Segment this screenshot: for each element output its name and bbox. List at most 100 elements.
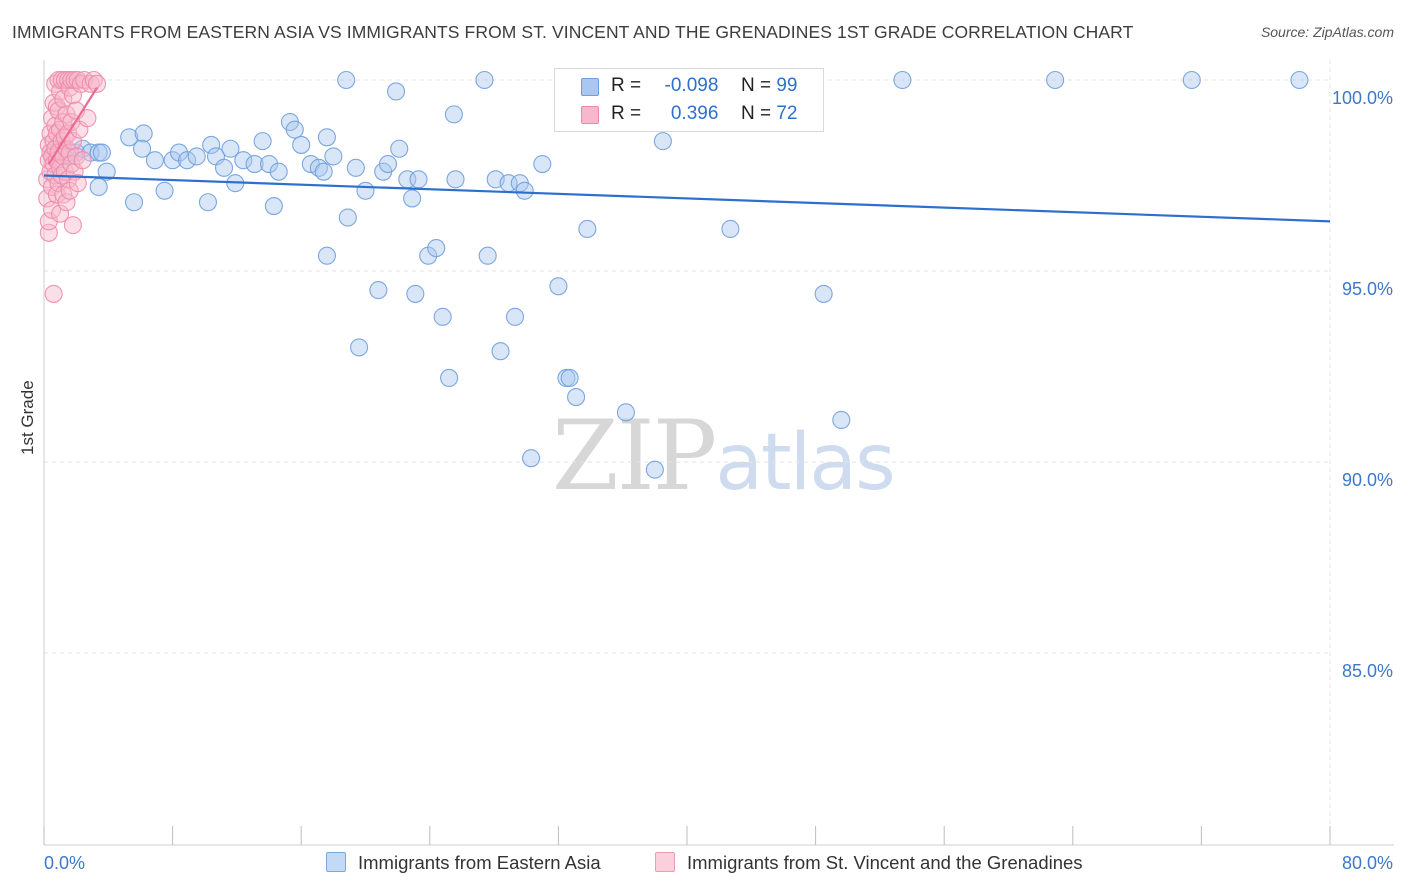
legend-n-value: 99 [776, 75, 798, 96]
y-tick-label: 85.0% [1342, 661, 1393, 681]
data-point-st-vincent [44, 284, 63, 303]
data-point-eastern-asia [653, 132, 672, 151]
data-point-eastern-asia [89, 177, 108, 197]
watermark: ZIPatlas [552, 400, 896, 512]
data-point-eastern-asia [505, 307, 525, 326]
data-point-eastern-asia [616, 403, 635, 422]
data-point-eastern-asia [645, 460, 664, 479]
data-point-eastern-asia [198, 193, 218, 212]
x-tick-label: 0.0% [44, 853, 85, 873]
data-point-eastern-asia [721, 219, 740, 239]
data-point-eastern-asia [560, 368, 579, 388]
data-point-eastern-asia [292, 135, 311, 154]
data-point-eastern-asia [92, 143, 111, 162]
data-point-eastern-asia [1290, 70, 1309, 90]
data-point-st-vincent [51, 204, 70, 223]
data-point-eastern-asia [440, 368, 459, 388]
data-point-st-vincent [59, 170, 78, 189]
y-axis-label: 1st Grade [18, 380, 37, 455]
data-point-eastern-asia [259, 154, 279, 174]
data-point-eastern-asia [163, 151, 182, 170]
data-point-st-vincent [87, 74, 107, 93]
data-point-eastern-asia [187, 147, 206, 166]
legend-n-label: N = [740, 75, 772, 96]
data-point-eastern-asia [285, 120, 304, 139]
data-point-eastern-asia [314, 162, 333, 181]
data-point-eastern-asia [133, 139, 152, 158]
bottom-legend-label: Immigrants from Eastern Asia [358, 852, 601, 873]
data-point-eastern-asia [567, 388, 586, 407]
watermark-zip: ZIP [552, 400, 717, 512]
data-point-eastern-asia [1182, 70, 1201, 90]
data-point-st-vincent [68, 174, 87, 193]
data-point-eastern-asia [433, 307, 452, 326]
data-point-eastern-asia [814, 284, 833, 303]
source-credit: Source: ZipAtlas.com [1260, 24, 1394, 40]
bottom-legend-st-vincent: Immigrants from St. Vincent and the Gren… [655, 852, 1083, 874]
data-point-eastern-asia [221, 139, 240, 158]
correlation-legend: R = -0.098 N = 99 R = 0.396 N = 72 [554, 68, 824, 132]
data-point-eastern-asia [214, 158, 234, 177]
data-point-eastern-asia [253, 132, 272, 151]
data-point-eastern-asia [406, 284, 425, 303]
data-point-eastern-asia [317, 246, 336, 265]
data-point-eastern-asia [369, 281, 388, 300]
legend-r-label: R = [611, 75, 642, 96]
x-tick-label: 80.0% [1342, 853, 1393, 873]
bottom-legend-swatch-pink [655, 852, 675, 872]
data-point-eastern-asia [1046, 70, 1065, 90]
data-point-st-vincent [63, 216, 82, 235]
data-point-eastern-asia [478, 246, 497, 265]
bottom-legend-swatch-blue [326, 852, 346, 872]
legend-swatch-pink [581, 106, 599, 124]
data-point-eastern-asia [356, 181, 375, 200]
data-point-eastern-asia [522, 449, 541, 468]
data-point-eastern-asia [515, 181, 534, 200]
legend-text: R = 0.396 N = 72 [611, 103, 797, 125]
y-tick-label: 90.0% [1342, 470, 1393, 490]
data-point-eastern-asia [475, 70, 494, 90]
data-point-st-vincent [57, 193, 76, 212]
data-point-eastern-asia [120, 128, 139, 147]
data-point-eastern-asia [403, 189, 422, 208]
chart-title: IMMIGRANTS FROM EASTERN ASIA VS IMMIGRAN… [12, 22, 1134, 42]
data-point-eastern-asia [264, 197, 283, 216]
legend-swatch-blue [581, 78, 599, 96]
y-tick-label: 95.0% [1342, 279, 1393, 299]
data-point-eastern-asia [386, 82, 406, 101]
data-point-eastern-asia [338, 208, 357, 227]
data-point-eastern-asia [446, 170, 465, 189]
data-point-eastern-asia [427, 239, 446, 258]
data-point-eastern-asia [350, 338, 369, 357]
data-point-eastern-asia [533, 154, 552, 174]
data-point-eastern-asia [346, 158, 365, 177]
data-point-eastern-asia [155, 181, 174, 200]
data-point-eastern-asia [178, 151, 197, 170]
trend-line-st-vincent [47, 87, 98, 165]
data-point-eastern-asia [245, 154, 264, 174]
data-point-eastern-asia [317, 128, 336, 147]
legend-n-value: 72 [776, 103, 798, 124]
data-point-eastern-asia [390, 139, 409, 158]
data-point-eastern-asia [832, 410, 851, 430]
legend-n-label: N = [740, 103, 772, 124]
data-point-eastern-asia [234, 151, 253, 170]
data-point-st-vincent [54, 90, 73, 109]
bottom-legend-label: Immigrants from St. Vincent and the Gren… [687, 852, 1083, 873]
watermark-atlas: atlas [715, 418, 895, 508]
data-point-eastern-asia [893, 70, 912, 90]
data-point-eastern-asia [491, 342, 510, 361]
legend-r-value: 0.396 [670, 103, 719, 124]
data-point-eastern-asia [269, 162, 288, 181]
data-point-st-vincent [73, 151, 92, 170]
data-point-eastern-asia [134, 124, 153, 143]
data-point-eastern-asia [409, 170, 428, 189]
y-tick-label: 100.0% [1332, 88, 1393, 108]
data-point-eastern-asia [578, 219, 597, 239]
data-point-eastern-asia [378, 154, 398, 174]
trend-line-eastern-asia [43, 174, 1331, 223]
data-point-eastern-asia [145, 151, 164, 170]
bottom-legend-eastern-asia: Immigrants from Eastern Asia [326, 852, 601, 874]
data-point-eastern-asia [97, 162, 116, 181]
